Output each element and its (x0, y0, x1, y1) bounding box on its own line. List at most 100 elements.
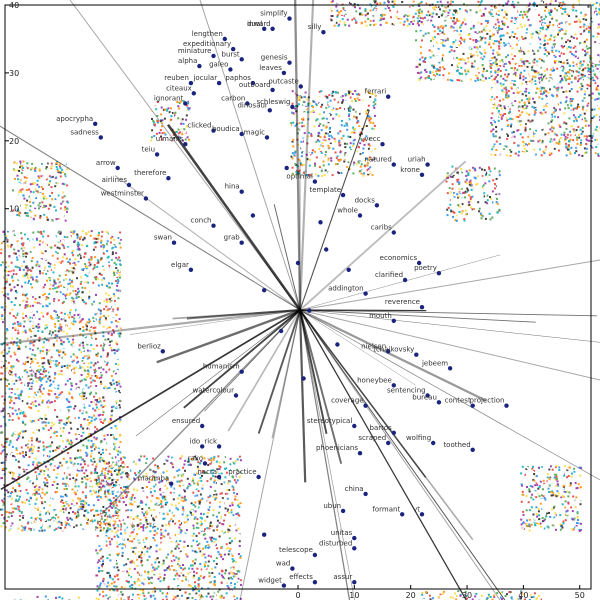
point-label: assur (333, 573, 352, 581)
streak-line (129, 309, 301, 335)
point-label: whole (337, 207, 358, 215)
data-point (414, 352, 419, 357)
data-point (391, 383, 396, 388)
streak-line (299, 309, 467, 600)
point-label: reverence (385, 298, 420, 306)
data-point (391, 230, 396, 235)
point-label: tchaikovsky (373, 346, 414, 354)
point-label: widget (258, 577, 282, 585)
data-point (352, 580, 357, 585)
noise-patch (490, 60, 600, 157)
data-point (298, 84, 303, 89)
point-label: outcaste (268, 78, 298, 86)
data-point (270, 26, 275, 31)
data-point (171, 240, 177, 245)
data-point (202, 461, 208, 466)
y-tick-label: 10 (9, 205, 19, 214)
point-label: ulmanis (156, 135, 184, 143)
point-label: simplify (260, 10, 287, 18)
point-label: miniature (178, 47, 212, 55)
point-label: teiu (142, 145, 155, 153)
data-point (386, 94, 391, 99)
point-label: ido (190, 437, 201, 445)
noise-patch (421, 590, 542, 600)
data-point (357, 451, 363, 456)
data-point (290, 566, 295, 571)
point-label: stereotypical (307, 417, 352, 425)
data-point (352, 423, 357, 429)
noise-patch (150, 100, 191, 142)
point-label: elgar (171, 261, 189, 269)
streak-line (294, 0, 302, 311)
data-point (256, 474, 261, 480)
streak-line (299, 309, 506, 600)
point-label: docks (355, 196, 376, 204)
data-point (352, 546, 357, 551)
x-tick-label: 20 (406, 591, 416, 600)
data-point (262, 26, 267, 31)
point-label: reuben (164, 74, 189, 82)
data-point (324, 247, 329, 252)
data-point (211, 223, 216, 228)
point-label: clicked (187, 122, 211, 130)
data-point (346, 267, 351, 272)
streak-line (299, 109, 370, 311)
data-point (264, 135, 270, 140)
point-label: dinosaur (237, 101, 267, 109)
point-label: jocular (192, 74, 217, 82)
streak-line (0, 308, 301, 346)
point-label: projection (470, 397, 505, 405)
data-point (357, 213, 363, 218)
point-label: telescope (279, 546, 313, 554)
point-label: coverage (331, 397, 364, 405)
point-label: caribs (371, 224, 392, 232)
point-label: schleswig (256, 98, 290, 106)
noise-patch (0, 230, 122, 532)
streak-line (299, 309, 487, 402)
point-label: vecc (364, 135, 380, 143)
data-point (245, 101, 250, 106)
point-label: silly (308, 23, 322, 31)
point-label: optimal (286, 173, 313, 181)
data-point (281, 583, 287, 588)
data-point (239, 189, 244, 194)
data-point (191, 91, 196, 96)
data-point (504, 403, 509, 408)
point-label: unitas (331, 529, 353, 537)
point-label: citeaux (166, 84, 192, 92)
point-label: hina (225, 183, 240, 191)
point-label: ferrari (365, 88, 387, 96)
noise-patch (290, 90, 377, 177)
point-label: rako (188, 454, 203, 462)
point-label: ensured (172, 417, 200, 425)
data-point (278, 328, 284, 334)
streak-line (101, 309, 301, 515)
data-point (154, 152, 160, 157)
streak-line (299, 309, 600, 343)
streak-line (299, 309, 600, 481)
point-label: addington (328, 285, 363, 293)
streak-line (299, 254, 501, 311)
point-label: westminster (101, 190, 144, 198)
point-label: galeo (209, 61, 228, 69)
data-point (436, 271, 442, 276)
data-point (470, 403, 475, 408)
data-point (402, 277, 408, 283)
point-label: wad (276, 560, 290, 568)
point-label: lengthen (192, 30, 223, 38)
data-point (391, 430, 396, 435)
data-point (228, 67, 233, 72)
streak-line (299, 259, 600, 311)
data-point (188, 80, 194, 86)
point-label: template (309, 186, 341, 194)
point-label: ubun (323, 502, 341, 510)
data-point (239, 240, 244, 245)
data-point (284, 165, 289, 171)
data-point (233, 393, 239, 398)
point-label: conch (191, 217, 212, 225)
data-point (447, 366, 453, 371)
point-label: wolfing (406, 434, 431, 442)
data-point (239, 57, 244, 62)
streak-line (271, 309, 301, 439)
